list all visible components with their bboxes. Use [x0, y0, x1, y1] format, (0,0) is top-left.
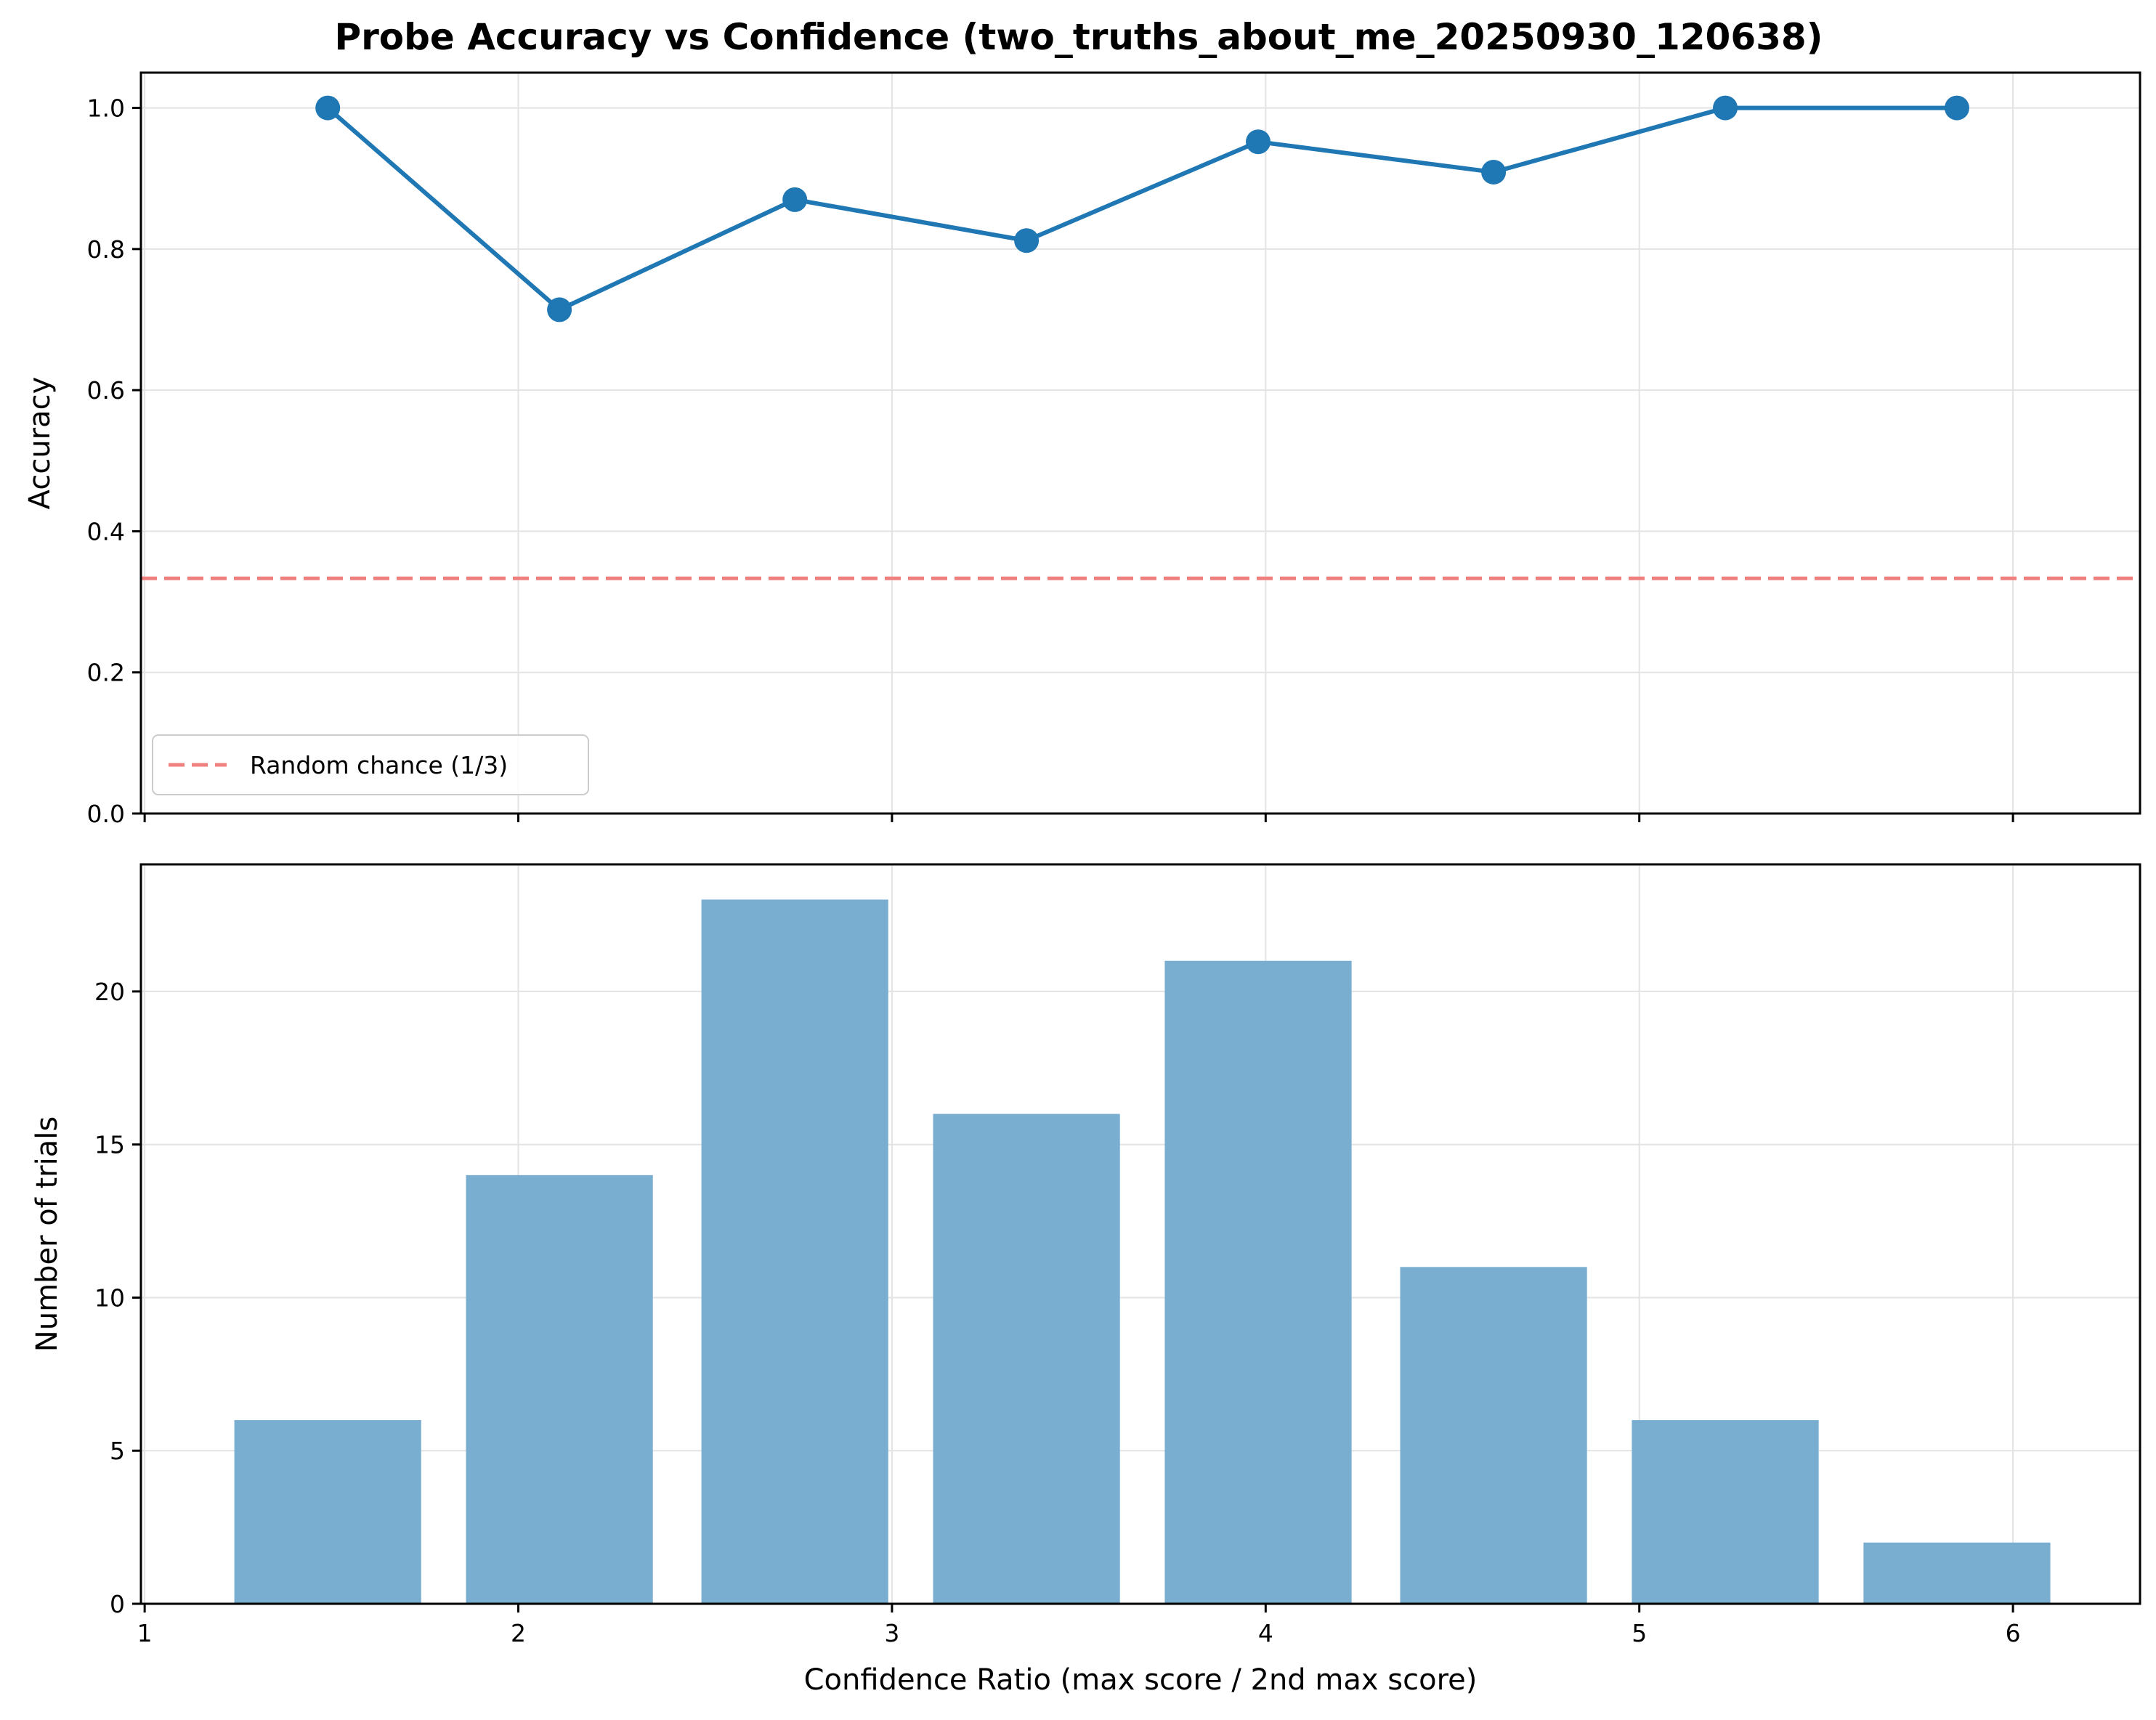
y-tick-label: 10: [94, 1283, 125, 1312]
legend-label: Random chance (1/3): [250, 751, 508, 779]
x-tick-label: 1: [137, 1619, 153, 1647]
bar: [933, 1113, 1120, 1604]
y-tick-label: 20: [94, 978, 125, 1006]
y-axis-label: Accuracy: [23, 377, 57, 510]
accuracy-point: [1713, 95, 1738, 121]
y-tick-label: 0.4: [87, 517, 125, 545]
accuracy-point: [1481, 159, 1507, 184]
accuracy-point: [1014, 228, 1040, 253]
trials-panel: 1 2 3 4 5 6 0 5 10 15 20 Number of trials Confidence…: [31, 863, 2141, 1697]
accuracy-point: [1944, 95, 1969, 121]
bar: [1400, 1267, 1587, 1604]
accuracy-point: [315, 95, 341, 121]
bar: [234, 1420, 421, 1604]
y-tick-label: 15: [94, 1131, 125, 1159]
bar: [1632, 1420, 1819, 1604]
x-tick-label: 6: [2006, 1619, 2021, 1647]
x-axis-label: Confidence Ratio (max score / 2nd max sc…: [804, 1663, 1478, 1697]
axes-frame: [139, 863, 2141, 1605]
x-tick-label: 3: [884, 1619, 899, 1647]
accuracy-point: [547, 297, 572, 322]
bar: [1164, 960, 1352, 1604]
accuracy-line: [326, 105, 1957, 312]
accuracy-point: [1246, 129, 1271, 155]
bar: [701, 899, 888, 1604]
y-axis-label: Number of trials: [31, 1116, 64, 1352]
bar: [466, 1175, 653, 1604]
y-tick-label: 0.2: [87, 659, 125, 687]
y-tick-label: 0: [110, 1590, 125, 1618]
legend-box: [152, 734, 589, 795]
axes-frame: [139, 71, 2141, 815]
x-tick-label: 2: [511, 1619, 526, 1647]
accuracy-point: [782, 187, 808, 212]
chart-title: Probe Accuracy vs Confidence (two_truths…: [334, 16, 1823, 58]
y-tick-label: 0.0: [87, 800, 125, 828]
accuracy-panel: Random chance (1/3) 0.0 0.2 0.4 0.6 0.8 1.0 Acc…: [23, 71, 2141, 828]
x-tick-label: 5: [1632, 1619, 1647, 1647]
y-tick-label: 0.8: [87, 235, 125, 264]
x-tick-label: 4: [1258, 1619, 1273, 1647]
y-tick-label: 1.0: [87, 94, 125, 123]
bar: [1863, 1542, 2051, 1604]
y-tick-label: 5: [110, 1437, 125, 1465]
y-tick-label: 0.6: [87, 376, 125, 405]
